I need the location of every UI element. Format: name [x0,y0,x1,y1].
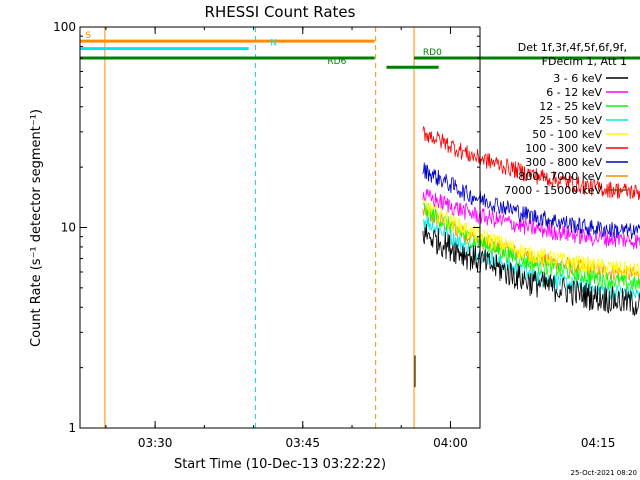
y-tick-label: 100 [53,20,76,34]
flag-label-4: RD0 [423,48,442,58]
x-tick-label: 04:00 [433,436,468,450]
legend-title-line: FDecim 1, Att 1 [542,55,627,68]
legend-entry-label: 3 - 6 keV [553,72,602,85]
series-trace-2 [422,202,640,291]
legend-entry-label: 300 - 800 keV [525,156,602,169]
axes-layer: 03:3003:4504:0004:1504:3004:4505:0011010… [53,20,616,450]
x-tick-label: 03:45 [285,436,320,450]
legend-entry-label: 50 - 100 keV [532,128,602,141]
series-trace-1 [422,189,640,250]
chart-title: RHESSI Count Rates [205,3,356,21]
x-tick-label: 04:15 [581,436,616,450]
footer-timestamp: 25-Oct-2021 08:20 [571,469,637,477]
flag-label-1: N [270,39,277,49]
plot-frame [79,26,481,429]
legend-entry-label: 100 - 300 keV [525,142,602,155]
flag-label-6: RD6 [327,57,346,67]
legend-entry-label: 12 - 25 keV [539,100,602,113]
y-axis-label: Count Rate (s⁻¹ detector segment⁻¹) [29,109,44,347]
data-layer [414,126,640,388]
flag-label-0: S [85,31,91,41]
x-tick-label: 03:30 [138,436,173,450]
legend-entry-label: 800 - 7000 keV [518,170,602,183]
series-trace-4 [422,197,640,278]
legend-entry-label: 6 - 12 keV [546,86,602,99]
series-trace-7 [422,204,640,284]
legend-entry-label: 7000 - 15000 keV [504,184,602,197]
legend-title-line: Det 1f,3f,4f,5f,6f,9f, [518,41,627,54]
series-trace-6 [422,162,640,240]
y-tick-label: 1 [68,421,76,435]
x-axis-label: Start Time (10-Dec-13 03:22:22) [174,457,386,472]
series-trace-5 [422,126,640,200]
series-trace-0 [422,224,640,317]
y-tick-label: 10 [61,221,76,235]
legend: Det 1f,3f,4f,5f,6f,9f,FDecim 1, Att 1 3 -… [504,41,628,197]
legend-entry-label: 25 - 50 keV [539,114,602,127]
